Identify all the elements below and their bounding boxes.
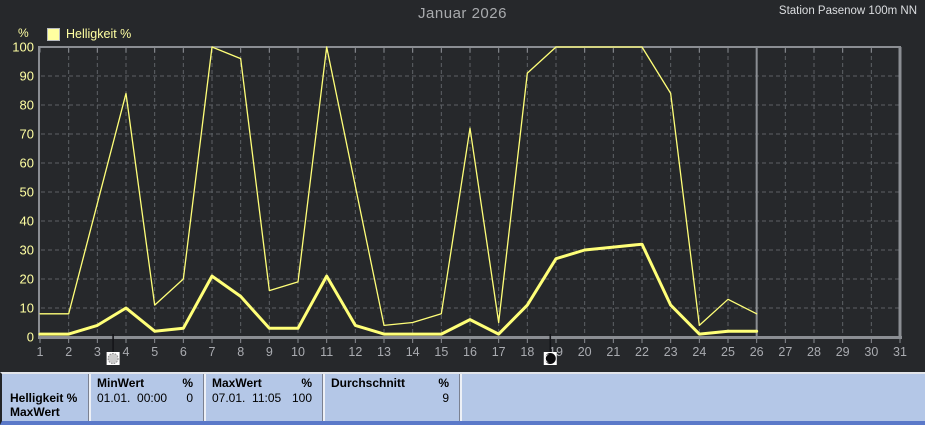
svg-text:10: 10 <box>20 301 34 316</box>
svg-text:15: 15 <box>434 345 448 359</box>
station-label: Station Pasenow 100m NN <box>778 5 917 17</box>
svg-text:21: 21 <box>606 345 620 359</box>
svg-text:13: 13 <box>377 345 391 359</box>
svg-text:24: 24 <box>692 345 706 359</box>
svg-text:28: 28 <box>807 345 821 359</box>
svg-text:4: 4 <box>123 345 130 359</box>
durchschnitt-column: Durchschnitt % 9 <box>325 374 459 421</box>
svg-text:8: 8 <box>237 345 244 359</box>
maxwert-datetime: 07.01. 11:05 <box>212 390 282 405</box>
svg-text:20: 20 <box>20 272 34 287</box>
maxwert-value: 100 <box>291 390 312 405</box>
svg-text:0: 0 <box>27 330 34 345</box>
svg-text:11: 11 <box>320 345 333 359</box>
series-name-line2: MaxWert <box>10 405 60 419</box>
column-divider <box>322 374 325 421</box>
series-name-line1: Helligkeit % <box>10 390 78 405</box>
svg-text:31: 31 <box>893 345 907 359</box>
summary-table: Helligkeit % MaxWert MinWert % 01.01. 00… <box>0 372 925 425</box>
svg-text:16: 16 <box>463 345 477 359</box>
svg-text:30: 30 <box>20 243 34 258</box>
column-divider <box>203 374 206 421</box>
svg-text:9: 9 <box>266 345 273 359</box>
series-line <box>39 46 758 327</box>
svg-text:5: 5 <box>151 345 158 359</box>
svg-text:18: 18 <box>520 345 534 359</box>
legend-swatch-icon <box>47 27 60 41</box>
svg-text:26: 26 <box>750 345 764 359</box>
svg-text:40: 40 <box>20 214 34 229</box>
svg-text:23: 23 <box>664 345 678 359</box>
svg-text:2: 2 <box>65 345 72 359</box>
column-divider <box>459 374 462 421</box>
svg-text:27: 27 <box>778 345 792 359</box>
svg-text:14: 14 <box>406 345 420 359</box>
durchschnitt-unit: % <box>438 376 449 390</box>
summary-row-label: Helligkeit % MaxWert <box>2 374 88 421</box>
svg-text:90: 90 <box>20 69 34 84</box>
svg-text:12: 12 <box>348 345 362 359</box>
minwert-unit: % <box>182 376 193 390</box>
svg-text:100: 100 <box>12 40 34 55</box>
series-line <box>38 242 759 336</box>
svg-text:3: 3 <box>94 345 101 359</box>
chart-title: Januar 2026 <box>418 5 507 22</box>
durchschnitt-value: 9 <box>442 390 449 405</box>
svg-text:25: 25 <box>721 345 735 359</box>
column-divider <box>88 374 91 421</box>
minwert-column: MinWert % 01.01. 00:00 0 <box>91 374 203 421</box>
svg-text:22: 22 <box>635 345 649 359</box>
svg-text:29: 29 <box>836 345 850 359</box>
svg-text:60: 60 <box>20 156 34 171</box>
svg-text:70: 70 <box>20 127 34 142</box>
svg-text:17: 17 <box>492 345 506 359</box>
svg-text:50: 50 <box>20 185 34 200</box>
legend: Helligkeit % <box>47 27 131 41</box>
maxwert-unit: % <box>301 376 312 390</box>
minwert-value: 0 <box>186 390 193 405</box>
svg-text:1: 1 <box>37 345 44 359</box>
legend-label: Helligkeit % <box>66 27 132 41</box>
y-axis-unit-label: % <box>18 26 29 40</box>
durchschnitt-header: Durchschnitt <box>331 376 406 390</box>
maxwert-column: MaxWert % 07.01. 11:05 100 <box>206 374 322 421</box>
svg-text:20: 20 <box>578 345 592 359</box>
svg-text:6: 6 <box>180 345 187 359</box>
svg-text:30: 30 <box>864 345 878 359</box>
svg-text:80: 80 <box>20 98 34 113</box>
empty-column <box>462 374 925 421</box>
minwert-datetime: 01.01. 00:00 <box>97 390 168 405</box>
svg-text:7: 7 <box>209 345 216 359</box>
svg-text:10: 10 <box>291 345 305 359</box>
minwert-header: MinWert <box>97 376 145 390</box>
maxwert-header: MaxWert <box>212 376 262 390</box>
